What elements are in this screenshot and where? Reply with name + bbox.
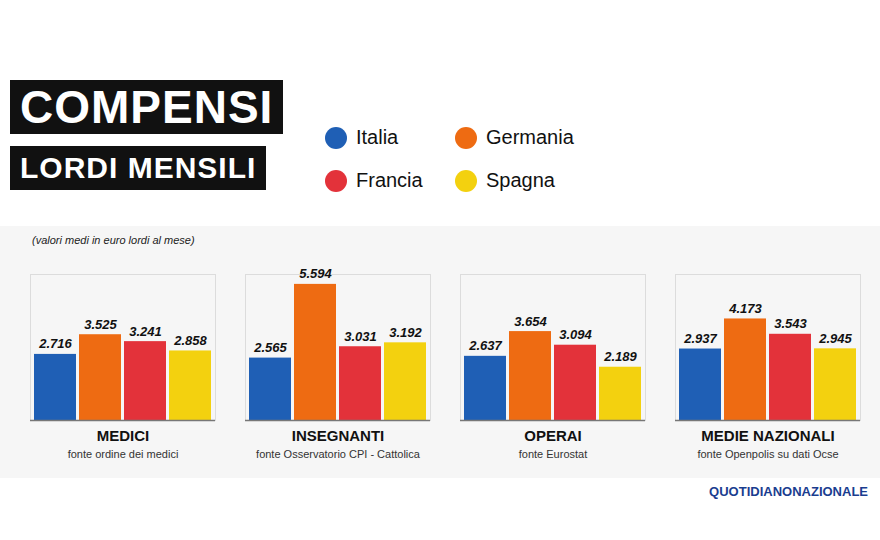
- svg-text:3.192: 3.192: [389, 325, 422, 340]
- svg-text:2.189: 2.189: [603, 349, 637, 364]
- svg-text:4.173: 4.173: [728, 301, 762, 316]
- svg-text:fonte ordine dei medici: fonte ordine dei medici: [68, 448, 179, 460]
- svg-text:3.031: 3.031: [344, 329, 377, 344]
- svg-text:2.858: 2.858: [173, 333, 207, 348]
- svg-text:2.637: 2.637: [468, 338, 502, 353]
- html-text:Germania: Germania: [486, 126, 574, 148]
- html-text:QUOTIDIANONAZIONALE: QUOTIDIANONAZIONALE: [709, 484, 868, 499]
- svg-text:3.094: 3.094: [559, 327, 592, 342]
- svg-text:fonte Openpolis su dati Ocse: fonte Openpolis su dati Ocse: [697, 448, 838, 460]
- svg-text:fonte Osservatorio CPI - Catto: fonte Osservatorio CPI - Cattolica: [256, 448, 421, 460]
- svg-text:MEDICI: MEDICI: [97, 427, 150, 444]
- svg-text:OPERAI: OPERAI: [524, 427, 582, 444]
- svg-text:2.565: 2.565: [253, 340, 287, 355]
- svg-text:fonte Eurostat: fonte Eurostat: [519, 448, 588, 460]
- svg-text:INSEGNANTI: INSEGNANTI: [292, 427, 385, 444]
- svg-text:3.654: 3.654: [514, 314, 547, 329]
- svg-text:2.945: 2.945: [818, 331, 852, 346]
- svg-text:MEDIE NAZIONALI: MEDIE NAZIONALI: [701, 427, 834, 444]
- html-text:(valori medi in euro lordi al: (valori medi in euro lordi al mese): [32, 234, 195, 246]
- svg-text:5.594: 5.594: [299, 266, 332, 281]
- html-text:Francia: Francia: [356, 169, 423, 191]
- html-text:COMPENSI: COMPENSI: [20, 81, 274, 133]
- html-text:Italia: Italia: [356, 126, 399, 148]
- svg-text:2.716: 2.716: [38, 336, 72, 351]
- svg-text:2.937: 2.937: [683, 331, 717, 346]
- html-text:LORDI MENSILI: LORDI MENSILI: [20, 151, 257, 184]
- svg-text:3.525: 3.525: [84, 317, 117, 332]
- html-text:Spagna: Spagna: [486, 169, 555, 191]
- svg-text:3.241: 3.241: [129, 324, 162, 339]
- svg-text:3.543: 3.543: [774, 316, 807, 331]
